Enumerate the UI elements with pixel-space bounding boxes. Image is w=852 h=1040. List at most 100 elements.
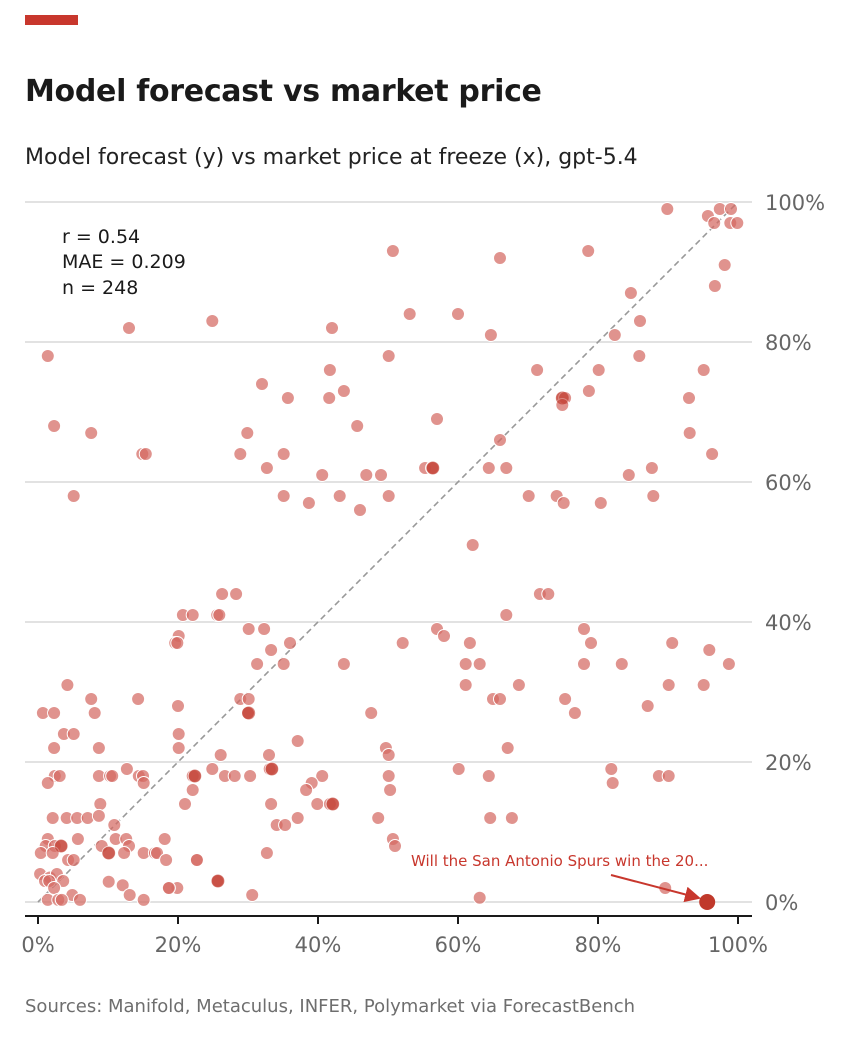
data-point[interactable] (170, 636, 185, 650)
data-point[interactable] (402, 307, 417, 321)
data-point[interactable] (604, 762, 619, 776)
data-point[interactable] (91, 808, 106, 823)
data-point[interactable] (241, 692, 256, 706)
data-point[interactable] (336, 657, 351, 671)
data-point[interactable] (171, 741, 186, 755)
data-point[interactable] (623, 286, 638, 300)
data-point[interactable] (119, 762, 134, 776)
data-point-overlap[interactable] (426, 461, 440, 475)
data-point[interactable] (70, 832, 85, 846)
data-point[interactable] (33, 846, 48, 860)
data-point[interactable] (122, 888, 137, 902)
data-point[interactable] (359, 468, 374, 482)
data-point[interactable] (661, 678, 676, 692)
data-point[interactable] (682, 391, 696, 405)
data-point[interactable] (593, 496, 608, 510)
data-point[interactable] (84, 426, 99, 440)
data-point[interactable] (332, 489, 347, 503)
data-point[interactable] (581, 384, 596, 398)
data-point[interactable] (290, 811, 305, 825)
data-point[interactable] (138, 447, 153, 461)
data-point[interactable] (558, 692, 573, 706)
data-point[interactable] (241, 622, 256, 636)
data-point[interactable] (262, 748, 276, 762)
data-point[interactable] (646, 489, 661, 503)
data-point[interactable] (730, 216, 745, 230)
data-point[interactable] (245, 888, 260, 902)
data-point[interactable] (171, 699, 185, 713)
data-point[interactable] (483, 811, 498, 825)
data-point[interactable] (87, 706, 102, 720)
data-point[interactable] (614, 657, 629, 671)
data-point[interactable] (521, 489, 536, 503)
data-point[interactable] (584, 636, 598, 650)
data-point[interactable] (702, 643, 717, 657)
data-point[interactable] (696, 363, 711, 377)
data-point[interactable] (493, 692, 507, 706)
data-point[interactable] (122, 321, 136, 335)
data-point[interactable] (310, 797, 325, 811)
data-point[interactable] (115, 878, 130, 893)
data-point-overlap[interactable] (54, 839, 68, 853)
data-point[interactable] (66, 489, 81, 503)
data-point[interactable] (353, 503, 367, 517)
data-point[interactable] (257, 622, 272, 636)
data-point[interactable] (325, 321, 339, 335)
data-point[interactable] (696, 678, 711, 692)
data-point[interactable] (259, 846, 274, 860)
data-point[interactable] (315, 468, 330, 482)
data-point[interactable] (499, 461, 514, 475)
data-point-overlap[interactable] (102, 846, 116, 860)
data-point[interactable] (567, 706, 582, 720)
data-point[interactable] (472, 890, 487, 905)
data-point[interactable] (185, 608, 200, 622)
data-point[interactable] (189, 853, 204, 867)
data-point[interactable] (577, 622, 591, 636)
data-point[interactable] (84, 692, 99, 706)
data-point-overlap[interactable] (326, 797, 340, 811)
data-point[interactable] (632, 349, 647, 363)
data-point[interactable] (278, 818, 293, 832)
data-point[interactable] (493, 433, 507, 447)
data-point[interactable] (276, 657, 291, 671)
data-point[interactable] (250, 657, 265, 671)
data-point[interactable] (60, 678, 75, 692)
data-point[interactable] (504, 811, 519, 825)
data-point[interactable] (117, 846, 132, 860)
data-point[interactable] (73, 892, 87, 907)
data-point[interactable] (707, 216, 722, 230)
data-point[interactable] (47, 741, 62, 755)
data-point[interactable] (591, 363, 606, 377)
data-point[interactable] (157, 832, 172, 846)
data-point[interactable] (185, 783, 200, 797)
data-point[interactable] (136, 892, 151, 907)
data-point-overlap[interactable] (555, 391, 569, 405)
data-point[interactable] (131, 692, 146, 706)
data-point[interactable] (259, 461, 274, 475)
data-point[interactable] (607, 328, 622, 342)
data-point[interactable] (395, 636, 410, 650)
data-point[interactable] (541, 587, 556, 601)
data-point[interactable] (724, 202, 738, 216)
data-point[interactable] (255, 377, 269, 391)
data-point[interactable] (178, 797, 192, 811)
data-point[interactable] (40, 349, 55, 363)
data-point[interactable] (93, 797, 108, 811)
data-point[interactable] (682, 426, 697, 440)
data-point[interactable] (644, 461, 659, 475)
data-point[interactable] (350, 419, 365, 433)
data-point[interactable] (315, 769, 330, 783)
data-point[interactable] (500, 741, 515, 755)
data-point[interactable] (483, 328, 498, 342)
data-point[interactable] (511, 678, 526, 692)
data-point-overlap[interactable] (211, 874, 225, 888)
data-point[interactable] (215, 587, 230, 601)
data-point[interactable] (717, 258, 732, 272)
data-point[interactable] (212, 608, 227, 622)
data-point[interactable] (276, 447, 291, 461)
data-point[interactable] (381, 769, 396, 783)
data-point[interactable] (91, 741, 106, 755)
data-point[interactable] (451, 762, 466, 776)
data-point[interactable] (577, 657, 591, 671)
data-point[interactable] (47, 706, 62, 720)
